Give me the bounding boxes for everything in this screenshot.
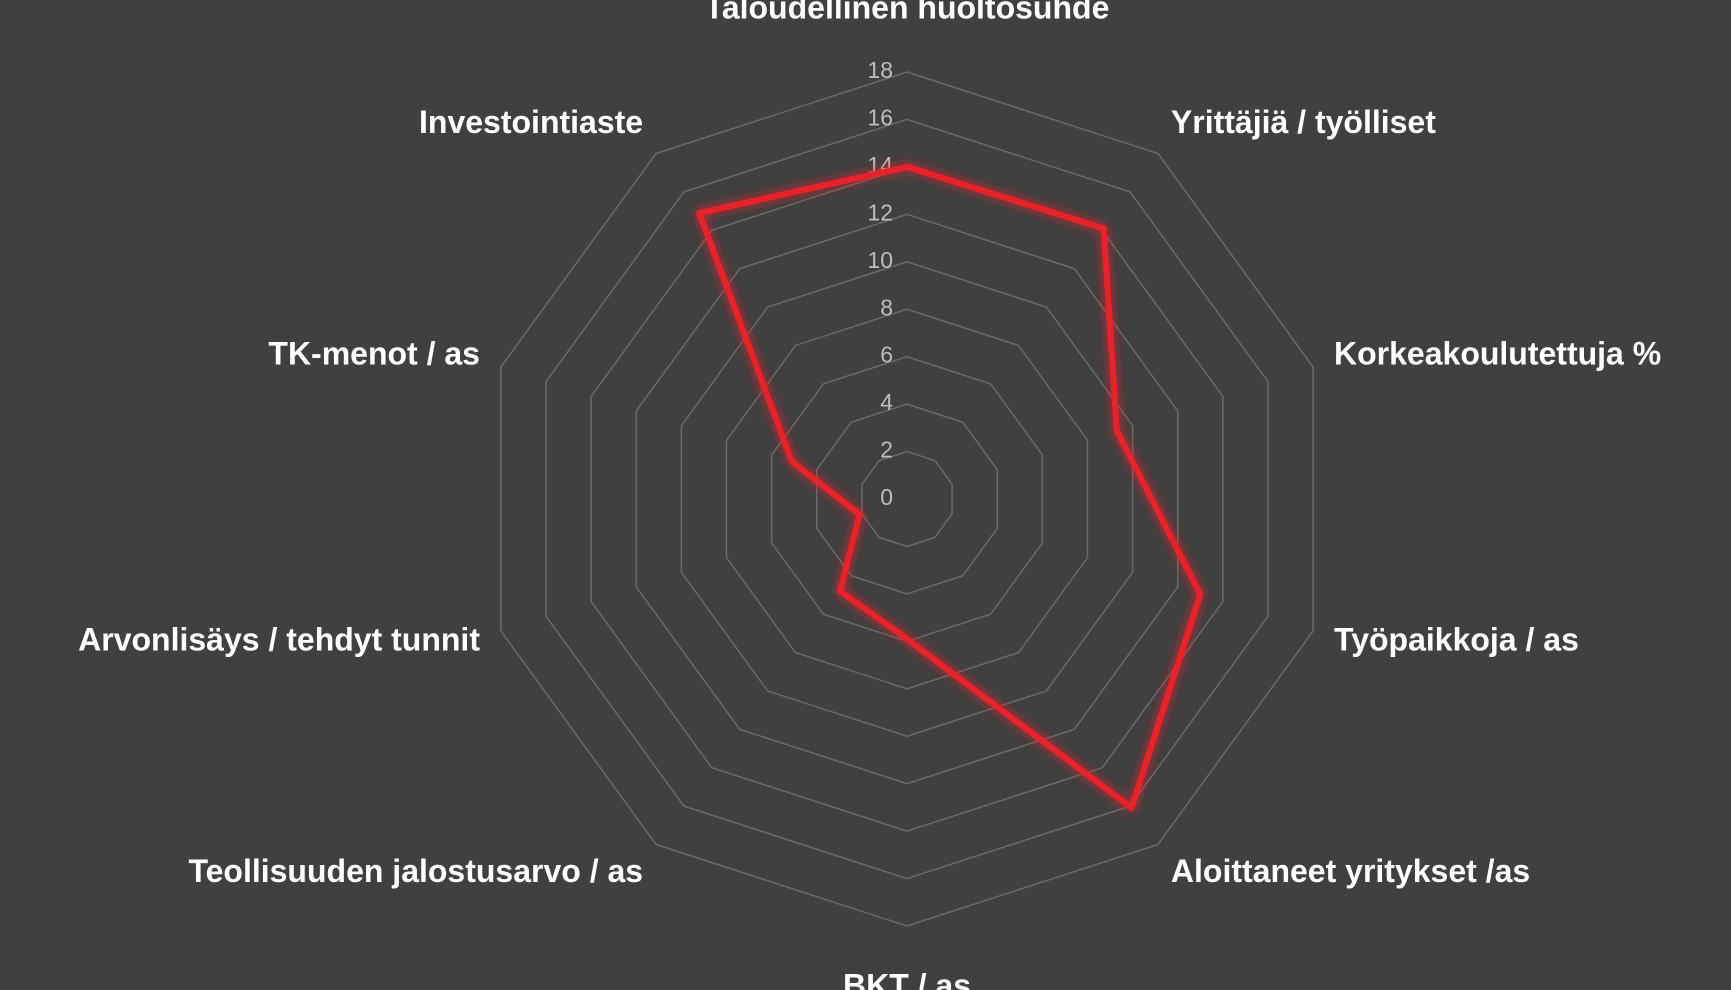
category-label: Työpaikkoja / as (1334, 622, 1579, 658)
category-label: Investointiaste (419, 104, 643, 140)
category-label: Yrittäjiä / työlliset (1171, 104, 1436, 140)
category-label: TK-menot / as (268, 335, 480, 371)
r-tick-label: 16 (867, 105, 893, 131)
r-tick-label: 6 (880, 342, 893, 368)
category-label: Teollisuuden jalostusarvo / as (188, 853, 643, 889)
r-tick-label: 12 (867, 199, 893, 225)
r-tick-label: 10 (867, 247, 893, 273)
r-tick-label: 2 (880, 437, 893, 463)
grid-ring (680, 260, 1134, 738)
grid-ring (816, 403, 998, 595)
grid-ring (725, 308, 1089, 690)
r-tick-label: 18 (867, 57, 893, 83)
category-label: BKT / as (843, 967, 971, 990)
category-label: Aloittaneet yritykset /as (1171, 853, 1530, 889)
r-tick-label: 4 (880, 389, 893, 415)
grid-ring (545, 118, 1269, 880)
grid-ring (500, 71, 1314, 927)
r-tick-label: 8 (880, 294, 893, 320)
grid-ring (861, 450, 953, 548)
category-label: Arvonlisäys / tehdyt tunnit (78, 622, 480, 658)
category-label: Korkeakoulutettuja % (1334, 335, 1661, 371)
category-label: Taloudellinen huoltosuhde (705, 0, 1110, 25)
grid-ring (635, 213, 1179, 785)
r-tick-label: 0 (880, 484, 893, 510)
grid-ring (590, 166, 1224, 832)
data-line (696, 163, 1204, 811)
